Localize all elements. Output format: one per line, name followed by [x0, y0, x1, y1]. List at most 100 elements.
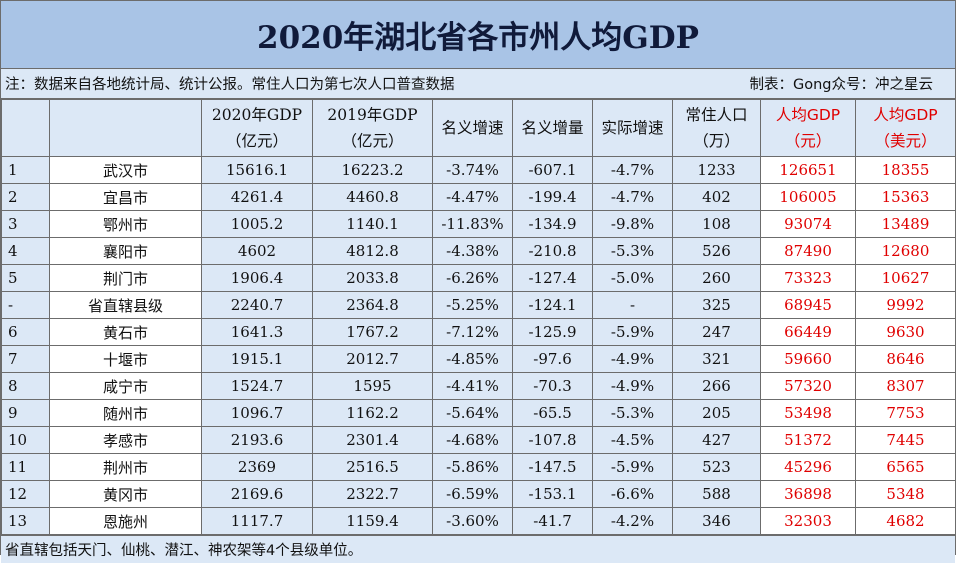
table-cell[interactable]: 1140.1	[312, 210, 433, 238]
table-cell[interactable]: 321	[672, 345, 761, 373]
table-cell[interactable]: -5.86%	[432, 453, 513, 481]
header-cell[interactable]: 2019年GDP （亿元）	[312, 99, 433, 157]
table-cell[interactable]: 武汉市	[49, 156, 202, 184]
table-cell[interactable]: -107.8	[512, 426, 593, 454]
table-cell[interactable]: 黄冈市	[49, 480, 202, 508]
table-cell[interactable]: 59660	[760, 345, 856, 373]
table-cell[interactable]: 1117.7	[201, 507, 313, 535]
table-cell[interactable]: 3	[1, 210, 50, 238]
table-cell[interactable]: 73323	[760, 264, 856, 292]
table-cell[interactable]: 7	[1, 345, 50, 373]
table-cell[interactable]: -147.5	[512, 453, 593, 481]
header-cell[interactable]: 常住人口 （万）	[672, 99, 761, 157]
table-cell[interactable]: 8307	[855, 372, 956, 400]
table-cell[interactable]: 1906.4	[201, 264, 313, 292]
table-cell[interactable]: 2033.8	[312, 264, 433, 292]
table-cell[interactable]: -5.3%	[592, 399, 673, 427]
table-cell[interactable]: 15363	[855, 183, 956, 211]
table-cell[interactable]: -6.6%	[592, 480, 673, 508]
table-cell[interactable]: 1233	[672, 156, 761, 184]
table-cell[interactable]: -4.2%	[592, 507, 673, 535]
table-cell[interactable]: 36898	[760, 480, 856, 508]
table-cell[interactable]: 13489	[855, 210, 956, 238]
table-cell[interactable]: -4.5%	[592, 426, 673, 454]
table-cell[interactable]: 2322.7	[312, 480, 433, 508]
table-cell[interactable]: 4460.8	[312, 183, 433, 211]
table-cell[interactable]: 宜昌市	[49, 183, 202, 211]
table-cell[interactable]: -70.3	[512, 372, 593, 400]
table-cell[interactable]: 1	[1, 156, 50, 184]
table-cell[interactable]: -6.59%	[432, 480, 513, 508]
table-cell[interactable]: 咸宁市	[49, 372, 202, 400]
table-cell[interactable]: -199.4	[512, 183, 593, 211]
header-cell[interactable]	[49, 99, 202, 157]
table-cell[interactable]: 4261.4	[201, 183, 313, 211]
header-cell[interactable]: 2020年GDP （亿元）	[201, 99, 313, 157]
table-cell[interactable]: -4.9%	[592, 345, 673, 373]
table-cell[interactable]: 57320	[760, 372, 856, 400]
table-cell[interactable]: -65.5	[512, 399, 593, 427]
table-cell[interactable]: 4682	[855, 507, 956, 535]
table-cell[interactable]: 16223.2	[312, 156, 433, 184]
table-cell[interactable]: 1641.3	[201, 318, 313, 346]
table-cell[interactable]: 346	[672, 507, 761, 535]
table-cell[interactable]: 9630	[855, 318, 956, 346]
table-cell[interactable]: -134.9	[512, 210, 593, 238]
table-cell[interactable]: 荆门市	[49, 264, 202, 292]
table-cell[interactable]: -4.7%	[592, 183, 673, 211]
table-cell[interactable]: 2364.8	[312, 291, 433, 319]
table-cell[interactable]: 12	[1, 480, 50, 508]
table-cell[interactable]: -5.9%	[592, 453, 673, 481]
table-cell[interactable]: 4812.8	[312, 237, 433, 265]
table-cell[interactable]: -125.9	[512, 318, 593, 346]
table-cell[interactable]: 32303	[760, 507, 856, 535]
table-cell[interactable]: 10	[1, 426, 50, 454]
table-cell[interactable]: 87490	[760, 237, 856, 265]
table-cell[interactable]: -127.4	[512, 264, 593, 292]
table-cell[interactable]: 266	[672, 372, 761, 400]
table-cell[interactable]: -97.6	[512, 345, 593, 373]
table-cell[interactable]: -210.8	[512, 237, 593, 265]
header-cell[interactable]: 名义增速	[432, 99, 513, 157]
table-cell[interactable]: 黄石市	[49, 318, 202, 346]
table-cell[interactable]: -4.85%	[432, 345, 513, 373]
table-cell[interactable]: 108	[672, 210, 761, 238]
table-cell[interactable]: 2301.4	[312, 426, 433, 454]
table-cell[interactable]: -4.7%	[592, 156, 673, 184]
table-cell[interactable]: 襄阳市	[49, 237, 202, 265]
table-cell[interactable]: 8	[1, 372, 50, 400]
table-cell[interactable]: 1159.4	[312, 507, 433, 535]
table-cell[interactable]: 2193.6	[201, 426, 313, 454]
table-cell[interactable]: 588	[672, 480, 761, 508]
table-cell[interactable]: 260	[672, 264, 761, 292]
table-cell[interactable]: 2169.6	[201, 480, 313, 508]
table-cell[interactable]: 荆州市	[49, 453, 202, 481]
table-cell[interactable]: 十堰市	[49, 345, 202, 373]
table-cell[interactable]: 7445	[855, 426, 956, 454]
table-cell[interactable]: 8646	[855, 345, 956, 373]
table-cell[interactable]: 1162.2	[312, 399, 433, 427]
table-cell[interactable]: 10627	[855, 264, 956, 292]
table-cell[interactable]: -4.9%	[592, 372, 673, 400]
table-cell[interactable]: 2369	[201, 453, 313, 481]
table-cell[interactable]: 45296	[760, 453, 856, 481]
table-cell[interactable]: 2516.5	[312, 453, 433, 481]
table-cell[interactable]: 鄂州市	[49, 210, 202, 238]
table-cell[interactable]: 126651	[760, 156, 856, 184]
table-cell[interactable]: -4.38%	[432, 237, 513, 265]
table-cell[interactable]: 9	[1, 399, 50, 427]
table-cell[interactable]: -3.60%	[432, 507, 513, 535]
table-cell[interactable]: 1096.7	[201, 399, 313, 427]
table-cell[interactable]: 523	[672, 453, 761, 481]
table-cell[interactable]: 1595	[312, 372, 433, 400]
table-cell[interactable]: 13	[1, 507, 50, 535]
table-cell[interactable]: 4602	[201, 237, 313, 265]
table-cell[interactable]: -5.9%	[592, 318, 673, 346]
table-cell[interactable]: 106005	[760, 183, 856, 211]
table-cell[interactable]: 5	[1, 264, 50, 292]
table-cell[interactable]: 51372	[760, 426, 856, 454]
table-cell[interactable]: 247	[672, 318, 761, 346]
table-cell[interactable]: 18355	[855, 156, 956, 184]
table-cell[interactable]: -6.26%	[432, 264, 513, 292]
table-cell[interactable]: 205	[672, 399, 761, 427]
